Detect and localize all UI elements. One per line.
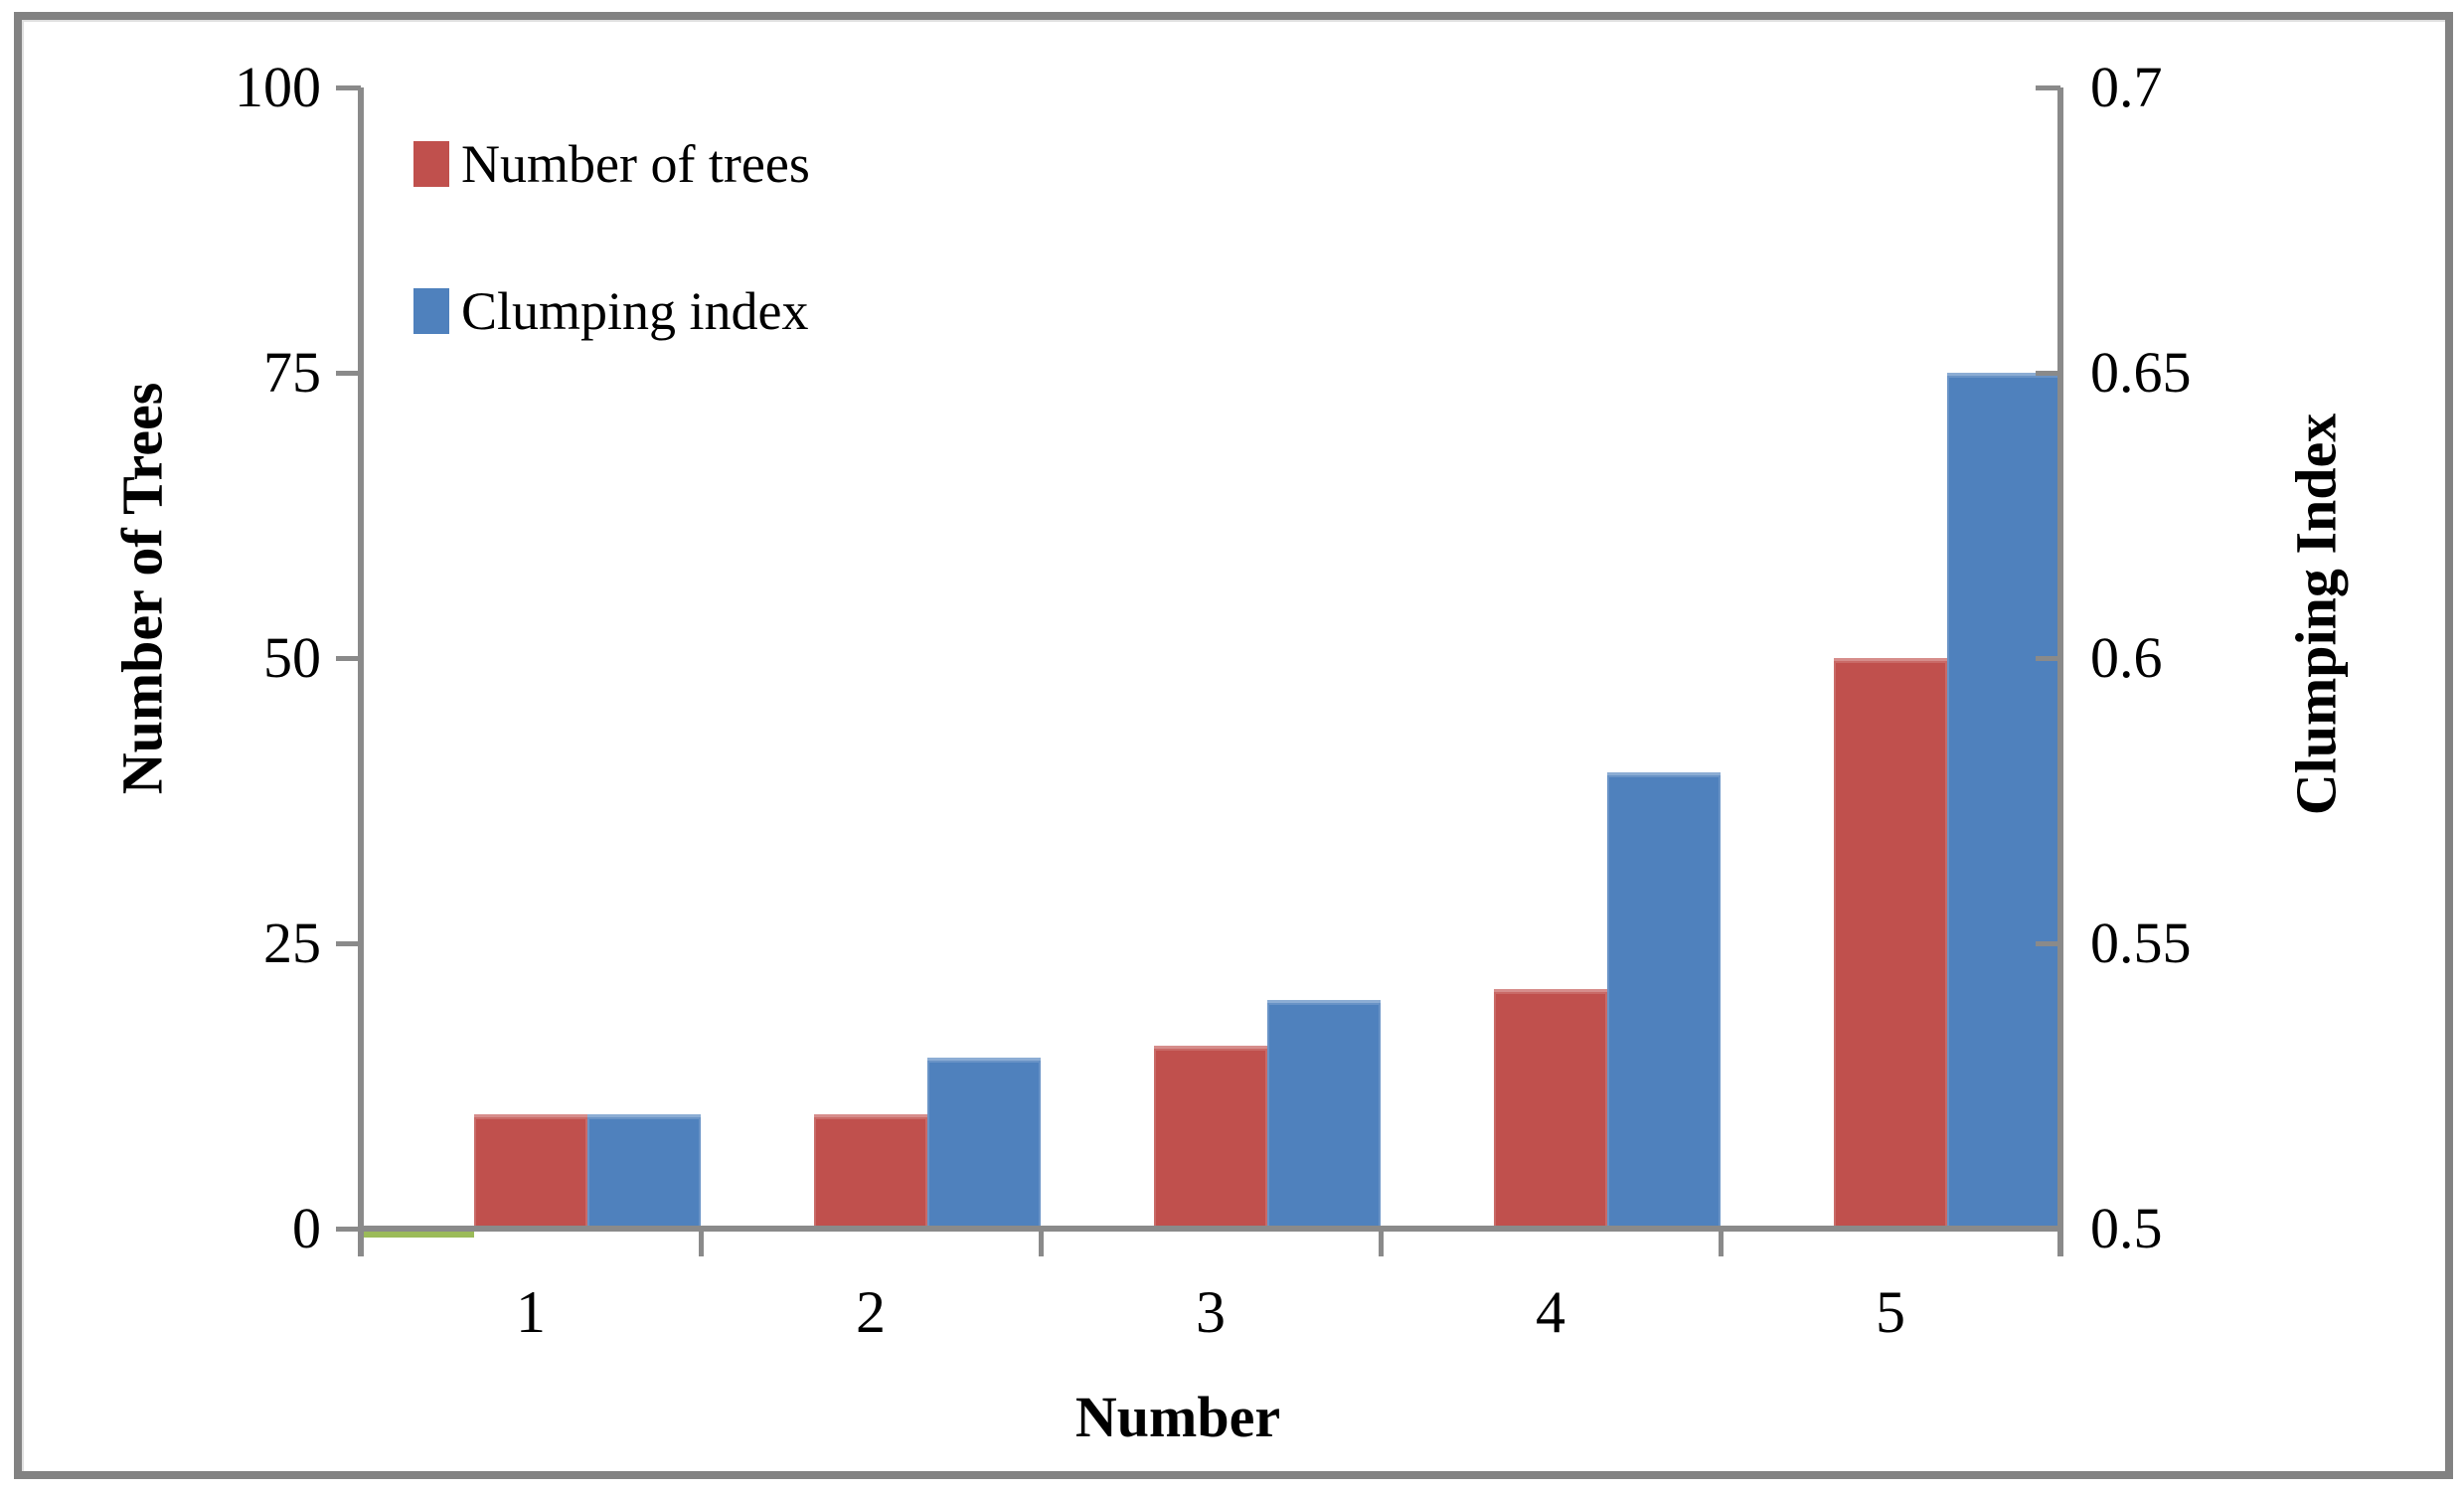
left-axis-tick-label: 100: [235, 55, 321, 119]
bar-clumping-index-2: [927, 1058, 1041, 1229]
right-axis-tick-label: 0.55: [2090, 911, 2192, 975]
right-axis-title: Clumping Index: [2283, 413, 2349, 816]
x-axis-line: [358, 1226, 2063, 1232]
bar-number-of-trees-2: [814, 1114, 927, 1229]
legend-item-clumping-index: Clumping index: [413, 281, 810, 341]
right-axis-tick: [2036, 85, 2060, 90]
right-axis-line: [2057, 87, 2063, 1256]
x-axis-tick: [699, 1229, 704, 1256]
left-axis-tick-label: 75: [263, 340, 321, 405]
bar-number-of-trees-4: [1494, 989, 1607, 1229]
left-axis-tick: [336, 371, 361, 376]
legend-swatch-number-of-trees: [413, 141, 449, 187]
bar-clumping-index-3: [1267, 1000, 1381, 1229]
right-axis-tick-label: 0.7: [2090, 55, 2163, 119]
x-axis-tick-label: 5: [1876, 1279, 1905, 1345]
x-axis-tick: [1039, 1229, 1044, 1256]
left-axis-tick-label: 0: [292, 1196, 321, 1260]
right-axis-tick: [2036, 1227, 2060, 1232]
legend-label-number-of-trees: Number of trees: [461, 134, 810, 194]
x-axis-tick-label: 2: [856, 1279, 886, 1345]
x-axis-tick: [1379, 1229, 1384, 1256]
bar-number-of-trees-5: [1834, 658, 1947, 1229]
x-axis-tick: [2058, 1229, 2063, 1256]
legend: Number of trees Clumping index: [413, 134, 810, 341]
left-axis-tick-label: 50: [263, 625, 321, 690]
left-axis-tick: [336, 1227, 361, 1232]
left-axis-tick: [336, 85, 361, 90]
right-axis-tick: [2036, 941, 2060, 946]
left-axis-tick: [336, 941, 361, 946]
left-axis-title: Number of Trees: [109, 382, 175, 795]
bar-number-of-trees-3: [1154, 1046, 1267, 1229]
right-axis-tick: [2036, 371, 2060, 376]
bar-clumping-index-1: [587, 1114, 701, 1229]
x-axis-tick: [359, 1229, 364, 1256]
bar-clumping-index-5: [1947, 373, 2060, 1229]
left-axis-tick-label: 25: [263, 911, 321, 975]
bar-number-of-trees-1: [474, 1114, 587, 1229]
x-axis-title: Number: [1074, 1385, 1281, 1449]
right-axis-tick-label: 0.5: [2090, 1196, 2163, 1260]
right-axis-tick-label: 0.65: [2090, 340, 2192, 405]
x-axis-tick: [1719, 1229, 1724, 1256]
x-axis-tick-label: 1: [516, 1279, 546, 1345]
left-axis-tick: [336, 656, 361, 661]
x-axis-tick-label: 3: [1196, 1279, 1226, 1345]
right-axis-tick: [2036, 656, 2060, 661]
legend-item-number-of-trees: Number of trees: [413, 134, 810, 194]
y-axis-line: [358, 87, 364, 1256]
x-axis-tick-label: 4: [1536, 1279, 1565, 1345]
bar-clumping-index-4: [1607, 772, 1721, 1229]
right-axis-tick-label: 0.6: [2090, 625, 2163, 690]
legend-label-clumping-index: Clumping index: [461, 281, 809, 341]
legend-swatch-clumping-index: [413, 288, 449, 334]
